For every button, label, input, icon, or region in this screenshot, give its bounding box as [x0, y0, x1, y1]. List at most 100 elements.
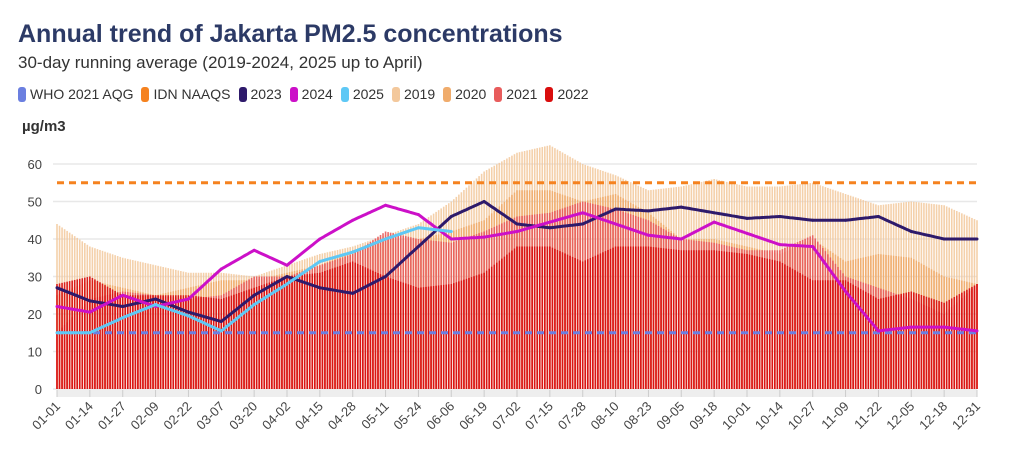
bar-2022: [362, 266, 364, 389]
bar-2022: [940, 301, 943, 389]
bar-2022: [205, 297, 207, 389]
point-2025: [384, 237, 388, 241]
bar-2022: [816, 280, 819, 389]
bar-2022: [475, 275, 478, 389]
bar-2022: [837, 280, 839, 389]
point-2023: [844, 218, 848, 222]
legend-label: 2022: [557, 86, 589, 102]
point-2023: [186, 310, 190, 314]
bar-2022: [154, 295, 157, 389]
bar-2022: [971, 286, 973, 389]
x-tick-label: 06-19: [456, 399, 490, 433]
bar-2022: [96, 280, 99, 389]
legend-item-2024[interactable]: 2024: [289, 86, 333, 102]
point-2024: [318, 237, 322, 241]
bar-2022: [938, 301, 940, 389]
x-tick-label: 10-01: [719, 399, 753, 433]
bar-2022: [584, 260, 587, 389]
legend-item-idn-naaqs[interactable]: IDN NAAQS: [141, 86, 231, 102]
bar-2022: [652, 247, 655, 389]
bar-2022: [336, 266, 339, 389]
bar-2022: [374, 271, 377, 389]
bar-2022: [829, 280, 832, 389]
point-2024: [285, 263, 289, 267]
bar-2022: [152, 295, 154, 389]
bar-2022: [703, 250, 705, 389]
bar-2022: [422, 287, 425, 389]
bar-2022: [561, 252, 564, 389]
bar-2022: [255, 286, 258, 389]
point-2025: [252, 303, 256, 307]
bar-2022: [950, 298, 953, 389]
bar-2022: [331, 268, 334, 389]
bar-2022: [819, 280, 822, 389]
bar-2022: [619, 246, 622, 389]
bar-2022: [523, 246, 526, 389]
x-tick-label: 04-02: [259, 399, 293, 433]
bar-2022: [316, 273, 319, 389]
bar-2022: [412, 286, 415, 389]
bar-2022: [250, 288, 253, 389]
x-tick-label: 01-01: [29, 399, 63, 433]
bar-2022: [968, 288, 971, 389]
legend-item-2022[interactable]: 2022: [545, 86, 589, 102]
bar-2022: [501, 258, 503, 389]
point-2023: [55, 286, 59, 290]
legend-item-2021[interactable]: 2021: [494, 86, 537, 102]
y-tick-label: 20: [28, 307, 42, 322]
point-2023: [614, 207, 618, 211]
x-tick-label: 07-15: [522, 399, 556, 433]
bar-2022: [147, 295, 149, 389]
bar-2022: [976, 284, 978, 389]
y-axis-label: µg/m3: [22, 118, 66, 135]
bar-2022: [202, 296, 205, 389]
point-2024: [646, 233, 650, 237]
bar-2022: [450, 284, 453, 389]
bar-2022: [164, 295, 167, 389]
bar-2022: [864, 291, 867, 389]
bar-2022: [789, 267, 791, 389]
legend-item-2020[interactable]: 2020: [443, 86, 486, 102]
point-2024: [121, 293, 125, 297]
bar-2022: [142, 295, 144, 389]
legend-item-2023[interactable]: 2023: [238, 86, 282, 102]
chart-subtitle: 30-day running average (2019-2024, 2025 …: [18, 53, 423, 72]
legend-item-2019[interactable]: 2019: [391, 86, 435, 102]
legend-item-2025[interactable]: 2025: [340, 86, 384, 102]
point-2025: [351, 250, 355, 254]
x-tick-label: 08-10: [588, 399, 622, 433]
bar-2022: [195, 296, 197, 389]
legend-label: 2023: [250, 86, 282, 102]
bar-2022: [617, 246, 619, 389]
bar-2022: [265, 283, 268, 389]
point-2025: [449, 230, 453, 233]
bar-2022: [602, 252, 604, 389]
point-2024: [614, 222, 618, 226]
bar-2022: [834, 280, 837, 389]
bar-2022: [394, 279, 397, 389]
legend-item-who-2021-aqg[interactable]: WHO 2021 AQG: [18, 86, 133, 102]
bar-2022: [66, 281, 68, 389]
bar-2022: [389, 278, 392, 389]
bar-2022: [126, 295, 129, 389]
bar-2022: [645, 246, 647, 389]
bar-2022: [955, 295, 958, 389]
x-tick-label: 07-28: [555, 399, 589, 433]
bar-2022: [404, 283, 407, 389]
bar-2022: [854, 286, 857, 389]
bar-2022: [341, 264, 344, 389]
bar-2022: [576, 259, 579, 389]
bar-2022: [273, 280, 276, 389]
bar-2022: [427, 286, 430, 389]
bar-2022: [447, 284, 450, 389]
bar-2022: [346, 263, 349, 389]
bar-2022: [129, 295, 132, 389]
bar-2022: [637, 246, 640, 389]
bar-2022: [776, 260, 779, 389]
x-tick-label: 09-18: [686, 399, 720, 433]
legend-swatch: [443, 86, 452, 102]
bar-2022: [192, 295, 195, 389]
bar-2022: [667, 248, 670, 389]
bar-2022: [521, 246, 523, 389]
x-tick-label: 12-05: [883, 399, 917, 433]
